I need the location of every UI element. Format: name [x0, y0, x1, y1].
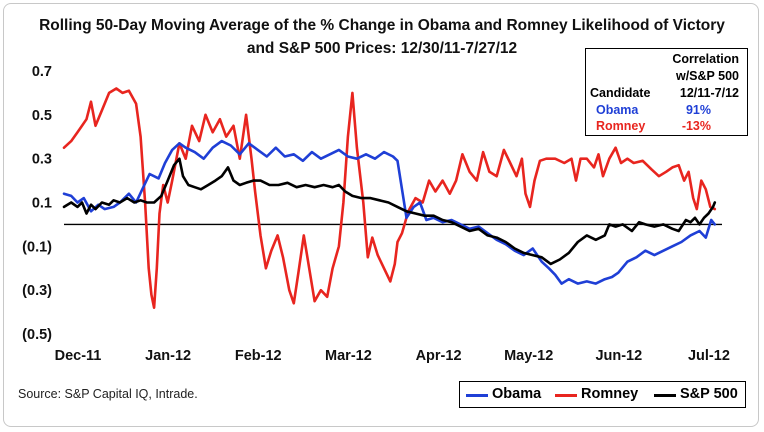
correlation-row-romney-value: -13%: [681, 119, 711, 133]
legend-label-romney: Romney: [581, 386, 639, 402]
y-tick-label: 0.1: [32, 196, 52, 212]
x-tick-label: Jan-12: [145, 348, 191, 364]
x-tick-label: Jul-12: [688, 348, 730, 364]
x-tick-label: Feb-12: [235, 348, 282, 364]
correlation-header-line-1: Correlation: [672, 52, 739, 66]
x-tick-label: May-12: [504, 348, 553, 364]
y-tick-label: (0.5): [22, 327, 52, 343]
x-tick-label: Apr-12: [416, 348, 462, 364]
correlation-row-obama-label: Obama: [596, 103, 639, 117]
chart-title-line-2: and S&P 500 Prices: 12/30/11-7/27/12: [246, 40, 518, 57]
x-tick-label: Dec-11: [55, 348, 102, 364]
x-tick-label: Mar-12: [325, 348, 372, 364]
y-tick-label: 0.3: [32, 152, 52, 168]
correlation-period-header: 12/11-7/12: [679, 86, 739, 100]
y-tick-label: 0.7: [32, 64, 52, 80]
source-note: Source: S&P Capital IQ, Intrade.: [18, 387, 198, 401]
correlation-table: Correlation w/S&P 500 Candidate 12/11-7/…: [585, 48, 748, 136]
y-tick-label: (0.1): [22, 239, 52, 255]
chart-title-line-1: Rolling 50-Day Moving Average of the % C…: [39, 17, 725, 34]
legend-label-sp500: S&P 500: [680, 386, 738, 402]
y-tick-label: (0.3): [22, 283, 52, 299]
y-tick-label: 0.5: [32, 108, 52, 124]
legend-swatch-romney: [555, 394, 577, 397]
correlation-row-obama-value: 91%: [685, 103, 711, 117]
legend-swatch-sp500: [654, 394, 676, 397]
correlation-row-romney-label: Romney: [596, 119, 646, 133]
correlation-candidate-header: Candidate: [590, 86, 651, 100]
x-tick-label: Jun-12: [595, 348, 642, 364]
legend: Obama Romney S&P 500: [459, 381, 746, 408]
obama-line: [62, 139, 717, 285]
legend-label-obama: Obama: [492, 386, 542, 402]
legend-swatch-obama: [466, 394, 488, 397]
correlation-header-line-2: w/S&P 500: [675, 69, 739, 83]
sp500-line: [62, 157, 717, 266]
